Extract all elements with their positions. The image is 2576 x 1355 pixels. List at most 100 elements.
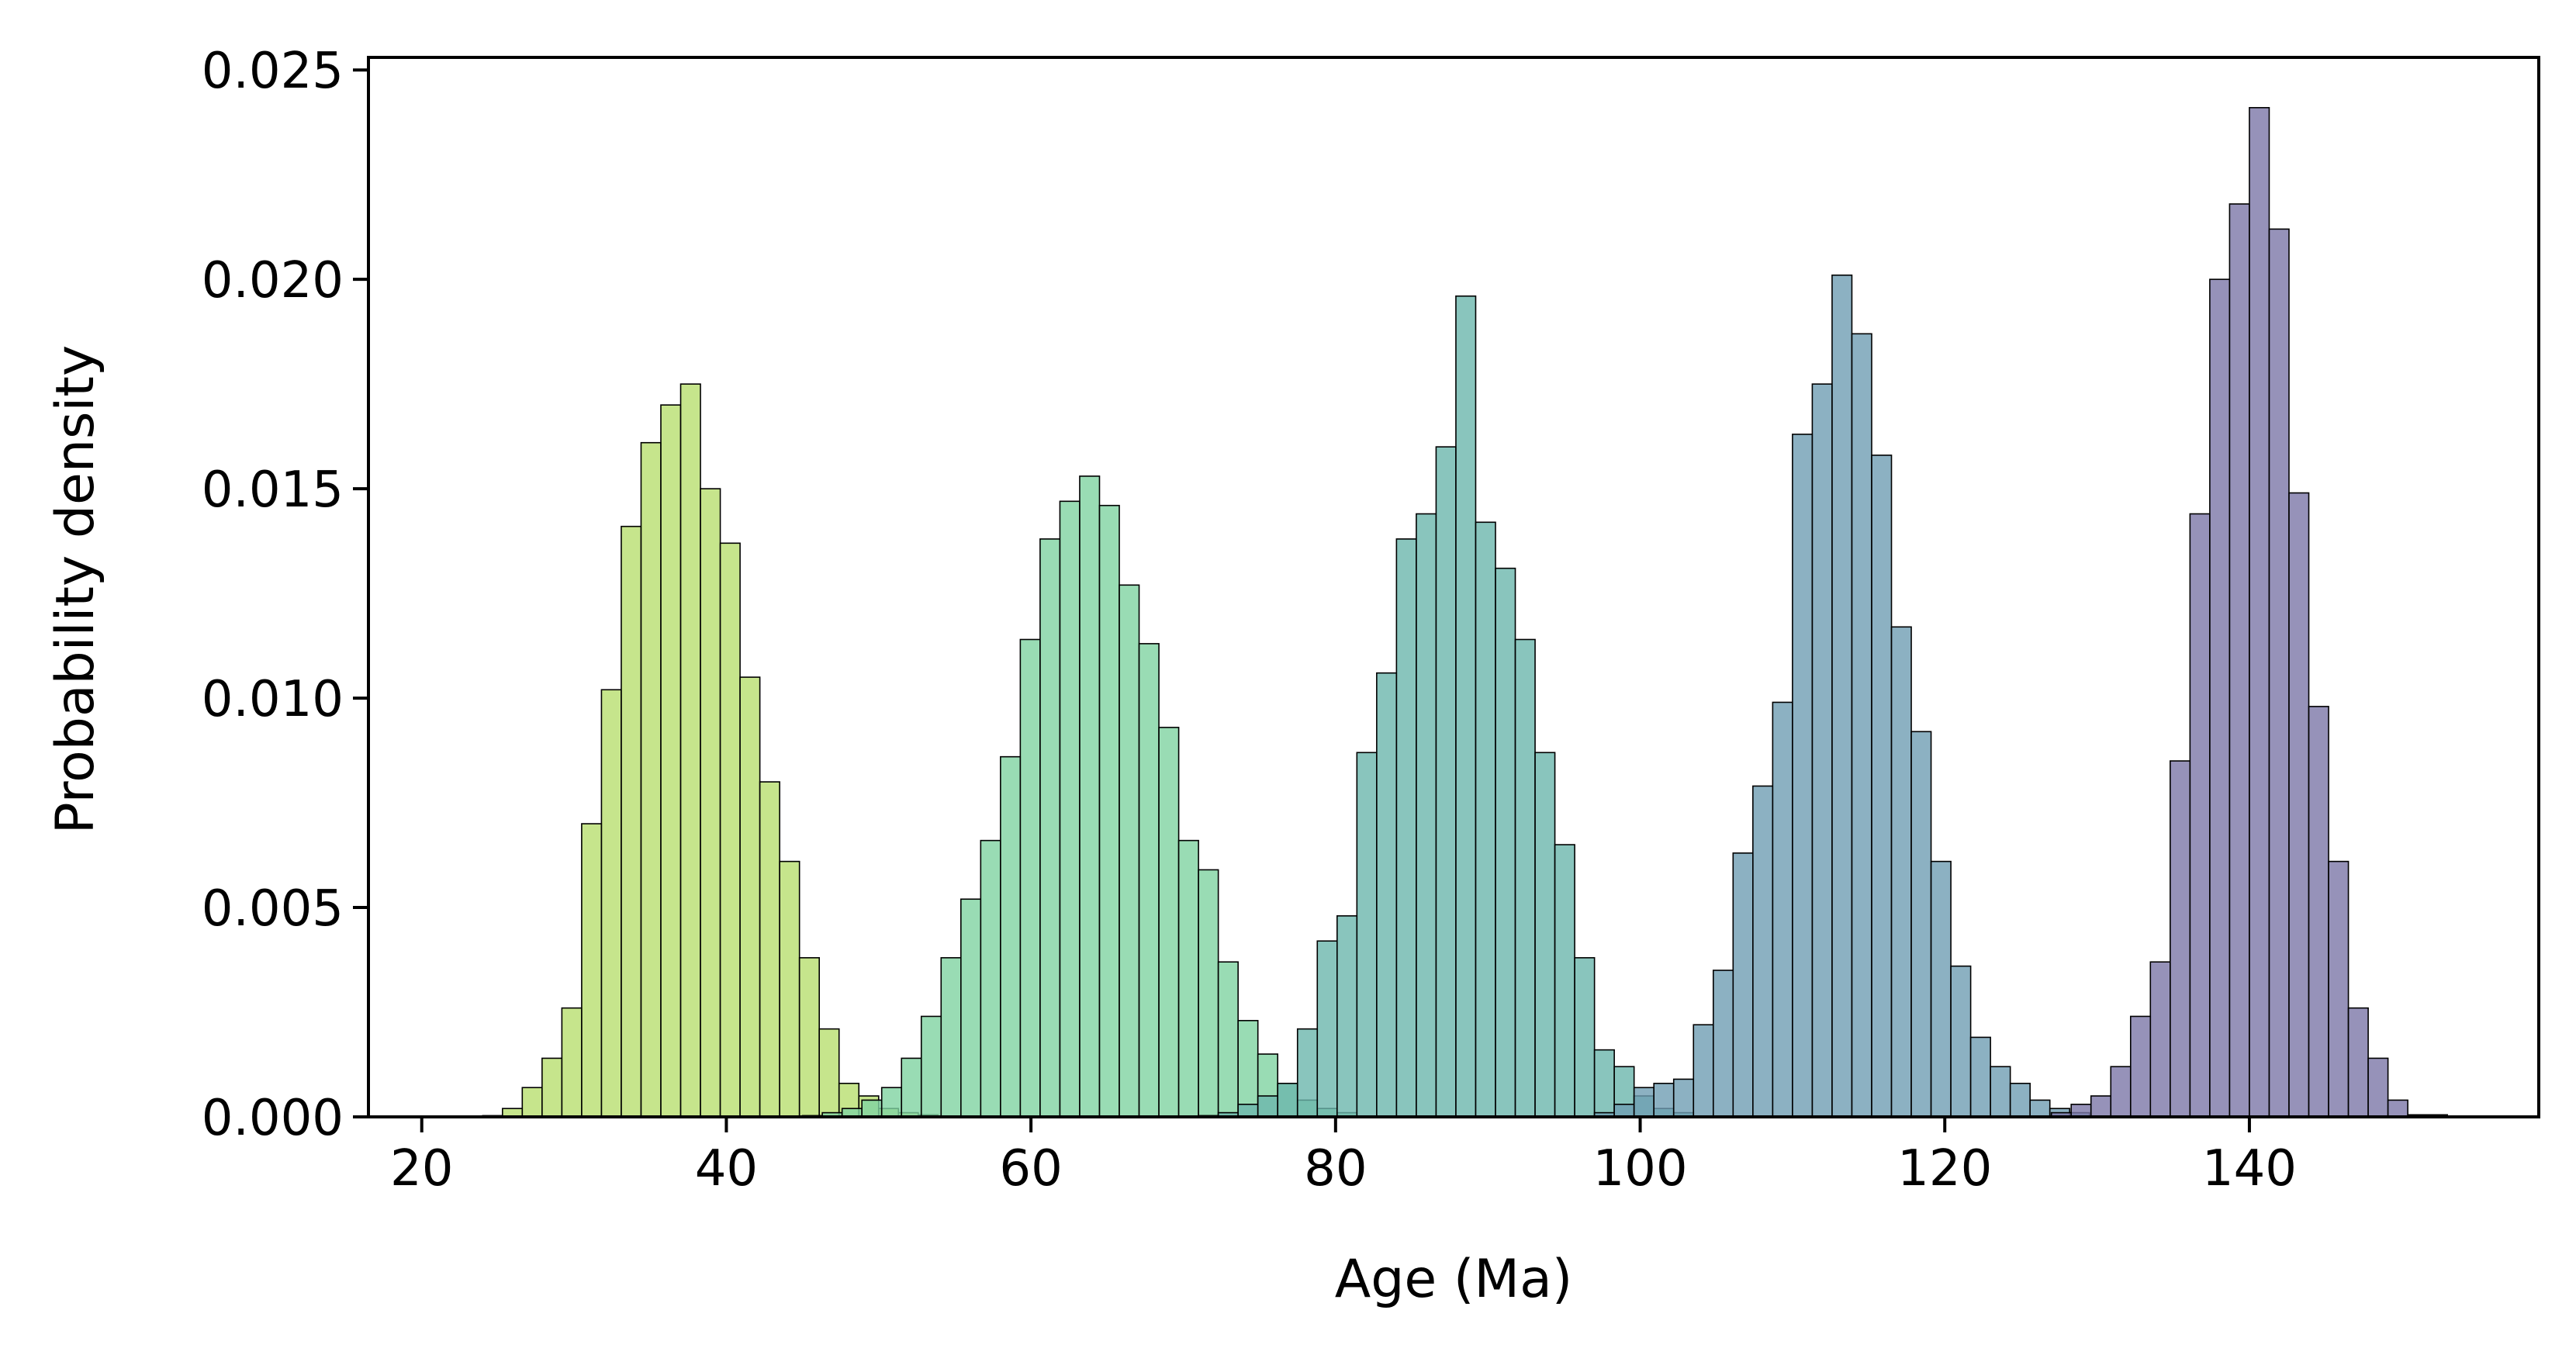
histogram-bar	[861, 1099, 883, 1118]
histogram-bar	[1831, 274, 1853, 1118]
histogram-bar	[1593, 1049, 1615, 1118]
histogram-bar	[1316, 940, 1338, 1118]
histogram-bar	[1613, 1104, 1635, 1118]
histogram-bar	[1574, 957, 1596, 1118]
histogram-bar	[1495, 567, 1516, 1118]
histogram-bar	[2347, 1007, 2369, 1118]
histogram-bar	[2249, 106, 2270, 1118]
y-tick-label: 0.005	[202, 880, 344, 938]
histogram-bar	[1000, 755, 1022, 1118]
histogram-bar	[798, 957, 820, 1118]
histogram-bar	[1732, 852, 1754, 1118]
histogram-bar	[920, 1015, 942, 1118]
histogram-bar	[960, 898, 982, 1118]
y-tick-label: 0.015	[202, 461, 344, 519]
histogram-bar	[2268, 228, 2290, 1118]
histogram-bar	[2029, 1099, 2051, 1118]
histogram-bar	[521, 1087, 543, 1118]
histogram-bar	[2090, 1095, 2112, 1118]
x-tick-label: 120	[1897, 1140, 1992, 1198]
x-tick-label: 80	[1304, 1140, 1367, 1198]
histogram-bar	[561, 1007, 583, 1118]
histogram-bar	[660, 404, 682, 1118]
histogram-bar	[2367, 1057, 2389, 1118]
histogram-bar	[1356, 752, 1378, 1118]
x-tick-label: 140	[2202, 1140, 2297, 1198]
histogram-bars	[482, 106, 2448, 1118]
histogram-bar	[2129, 1015, 2152, 1118]
histogram-bar	[1079, 475, 1101, 1118]
histogram-bar	[1653, 1083, 1675, 1118]
histogram-bar	[759, 781, 780, 1118]
y-tick-label: 0.020	[202, 252, 344, 309]
histogram-bar	[1514, 638, 1536, 1118]
histogram-bar	[1534, 752, 1556, 1118]
x-tick-label: 100	[1592, 1140, 1687, 1198]
y-tick-label: 0.000	[202, 1090, 344, 1147]
x-tick-label: 20	[390, 1140, 453, 1198]
histogram-bar	[1257, 1095, 1279, 1118]
histogram-bar	[1792, 434, 1814, 1118]
x-axis-title: Age (Ma)	[1335, 1249, 1573, 1310]
series-5-bars	[2050, 106, 2448, 1118]
histogram-bar	[2070, 1104, 2092, 1118]
histogram-bar	[1950, 965, 1972, 1118]
histogram-bar	[640, 441, 662, 1118]
series-1-bars	[482, 383, 939, 1118]
histogram-bar	[679, 383, 701, 1118]
histogram-bar	[1237, 1020, 1259, 1118]
histogram-bar	[1435, 446, 1457, 1118]
histogram-bar	[621, 525, 642, 1118]
histogram-bar	[2328, 860, 2350, 1118]
y-axis: 0.000 0.005 0.010 0.015 0.020 0.025	[202, 43, 368, 1147]
histogram-bar	[1395, 538, 1417, 1118]
histogram-bar	[1811, 383, 1833, 1118]
histogram-bar	[1871, 455, 1893, 1118]
y-tick-label: 0.025	[202, 43, 344, 100]
histogram-bar	[1633, 1087, 1655, 1118]
histogram-bar	[980, 839, 1001, 1118]
histogram-bar	[1416, 513, 1437, 1118]
histogram-bar	[2189, 513, 2211, 1118]
histogram-bar	[1198, 869, 1219, 1118]
histogram-bar	[1969, 1036, 1991, 1118]
histogram-bar	[2149, 961, 2171, 1118]
histogram-bar	[1376, 672, 1398, 1118]
histogram-bar	[901, 1057, 922, 1118]
histogram-bar	[719, 542, 741, 1118]
histogram-bar	[1851, 333, 1872, 1118]
histogram-bar	[1098, 504, 1120, 1118]
histogram-bar	[1455, 295, 1477, 1118]
histogram-bar	[1693, 1024, 1714, 1118]
histogram-bar	[1930, 860, 1952, 1118]
histogram-bar	[1672, 1078, 1695, 1118]
histogram-bar	[1712, 970, 1734, 1118]
histogram-bar	[2009, 1083, 2031, 1118]
histogram-bar	[1217, 961, 1239, 1118]
histogram-bar	[1990, 1066, 2011, 1118]
histogram-bar	[818, 1028, 840, 1118]
histogram-bar	[1119, 584, 1140, 1118]
histogram-bar	[541, 1057, 563, 1118]
histogram-bar	[2288, 492, 2310, 1118]
histogram-bar	[1336, 915, 1358, 1118]
histogram-bar	[1177, 839, 1199, 1118]
histogram-bar	[1138, 643, 1160, 1118]
histogram-bar	[581, 823, 603, 1118]
histogram-bar	[1237, 1104, 1259, 1118]
y-axis-title: Probability density	[45, 345, 106, 834]
histogram-bar	[2228, 203, 2250, 1118]
histogram-bar	[1910, 731, 1932, 1118]
histogram-bar	[2170, 760, 2191, 1118]
histogram-bar	[1475, 521, 1496, 1118]
histogram-bar	[1158, 727, 1180, 1118]
histogram-bar	[1277, 1083, 1298, 1118]
x-tick-label: 60	[999, 1140, 1062, 1198]
histogram-bar	[779, 860, 800, 1118]
histogram-bar	[880, 1087, 903, 1118]
histogram-bar	[1039, 538, 1061, 1118]
histogram-bar	[940, 957, 962, 1118]
histogram-bar	[1752, 785, 1774, 1118]
x-tick-label: 40	[695, 1140, 758, 1198]
